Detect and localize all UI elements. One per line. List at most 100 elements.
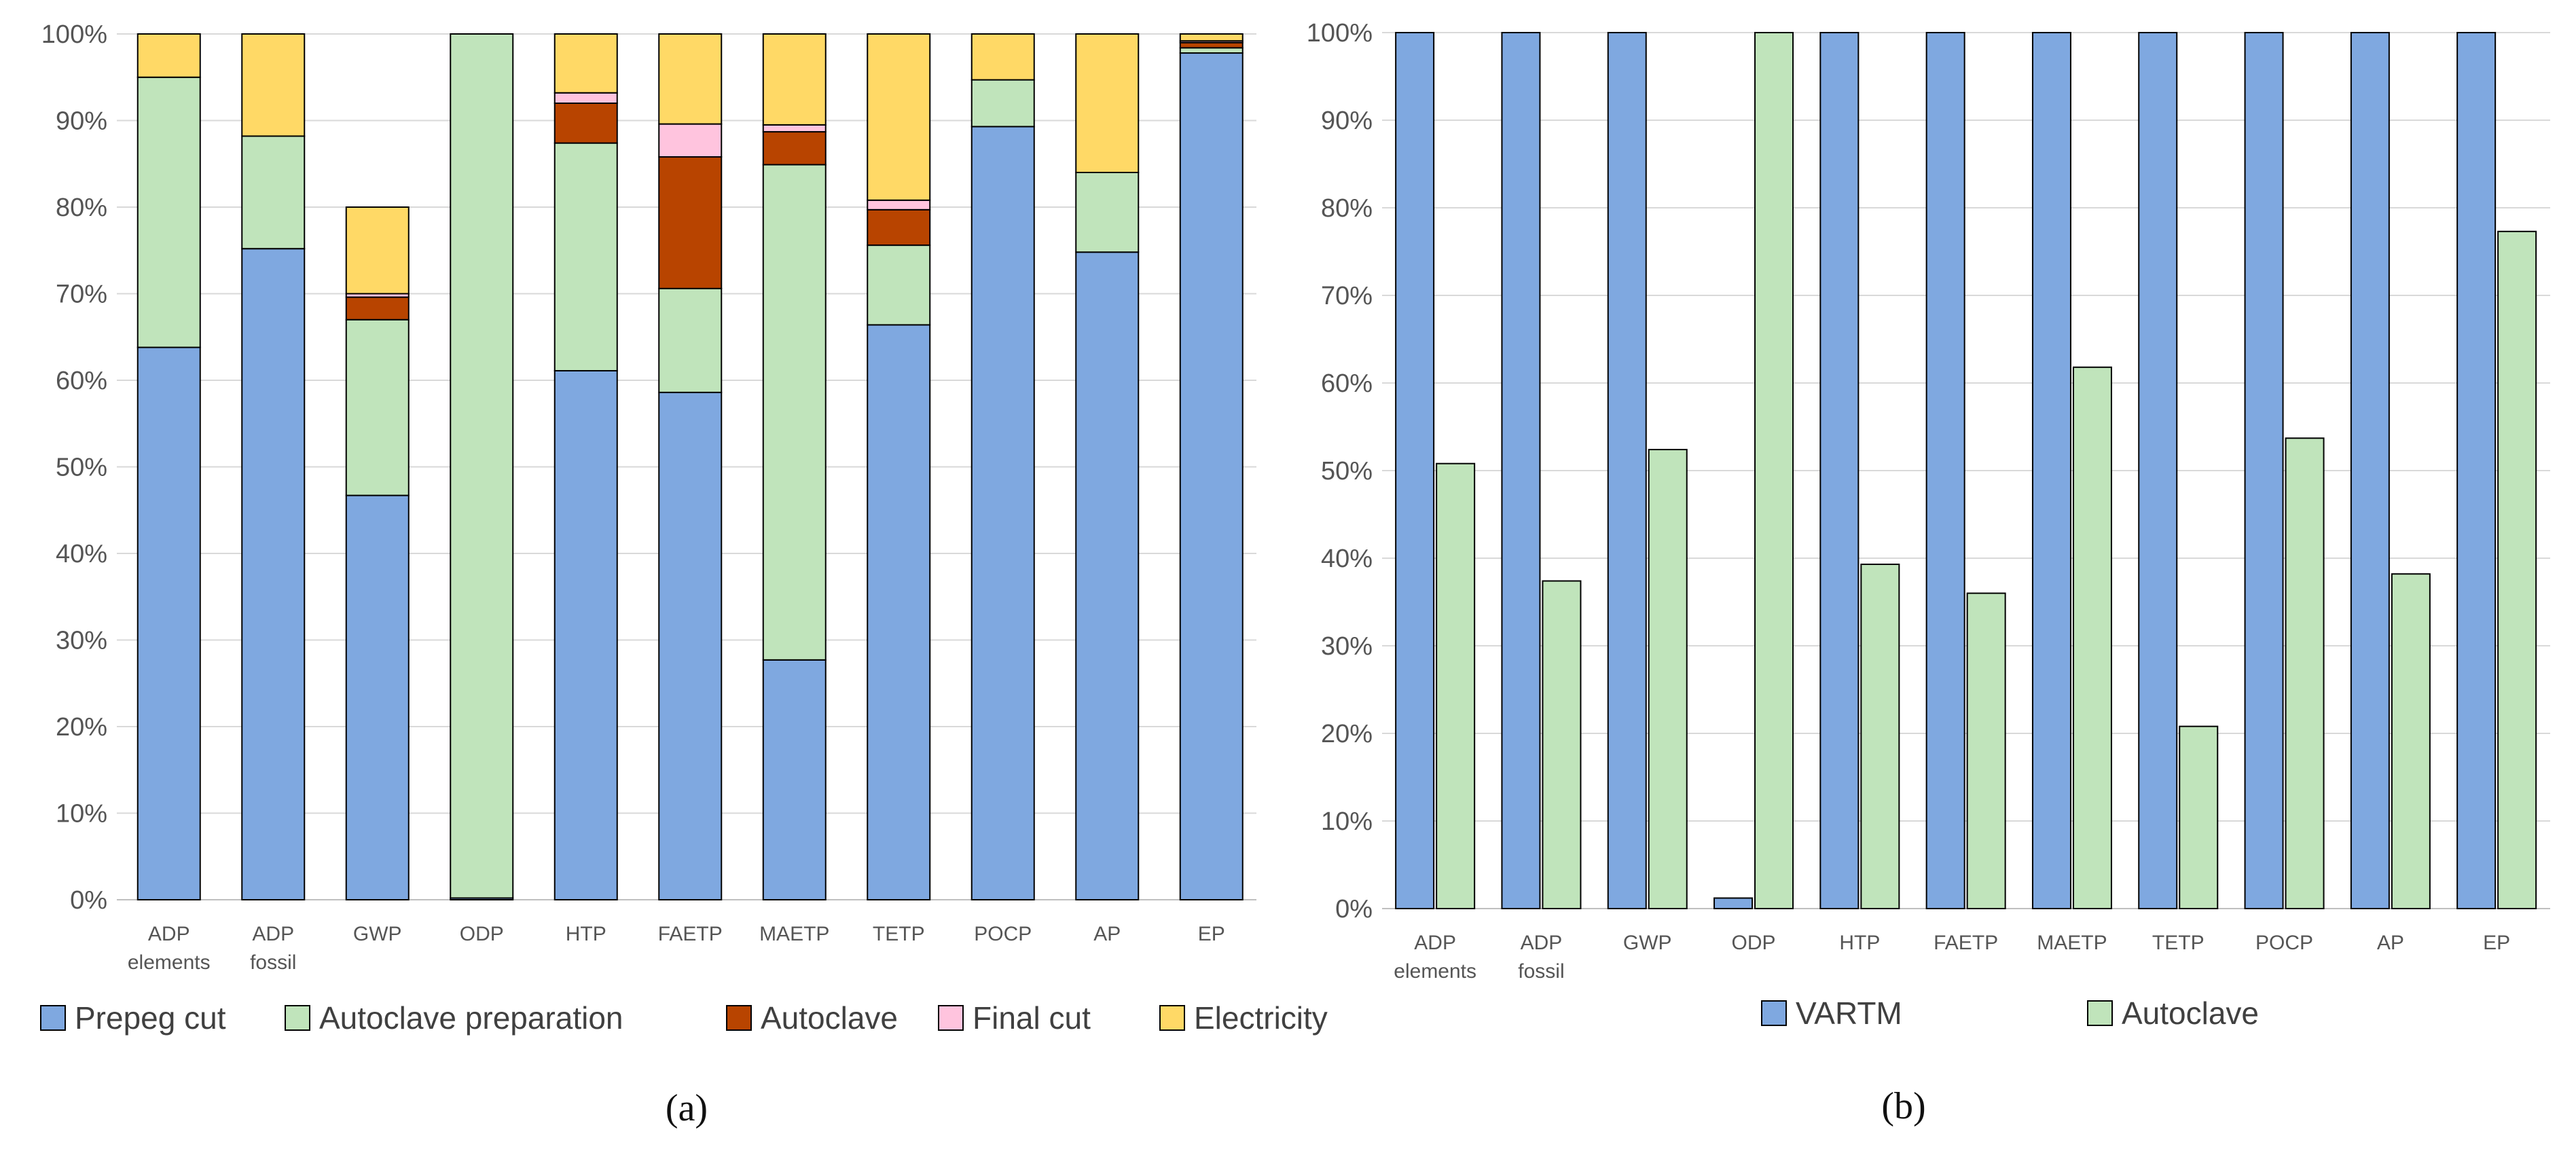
bar (1436, 462, 1476, 909)
legend-label: VARTM (1796, 995, 1902, 1031)
legend-label: Autoclave (2122, 995, 2259, 1031)
bar-segment (241, 248, 306, 900)
x-tick-label: GWP (353, 923, 402, 945)
bar-segment (1075, 251, 1140, 900)
x-tick-label: EP (2483, 932, 2510, 954)
bar-segment (345, 296, 410, 321)
x-tick-label: elements (128, 951, 211, 974)
bar (2244, 32, 2284, 909)
y-tick-label: 20% (56, 713, 107, 742)
bar-segment (554, 92, 618, 104)
x-tick-label: FAETP (658, 923, 723, 945)
bar-segment (970, 33, 1035, 81)
y-tick-label: 100% (1307, 19, 1373, 48)
x-tick-label: elements (1394, 960, 1476, 983)
x-tick-label: MAETP (759, 923, 829, 945)
legend-label: Electricity (1194, 1000, 1328, 1036)
bar (2072, 366, 2112, 909)
bar-segment (1179, 52, 1244, 900)
y-tick-label: 70% (1321, 282, 1373, 310)
bar-segment (1075, 172, 1140, 253)
bar-segment (241, 33, 306, 137)
bar-segment (658, 287, 723, 393)
x-tick-label: ADP (252, 923, 294, 945)
bar-segment (867, 324, 931, 900)
x-tick-label: POCP (974, 923, 1032, 945)
x-tick-label: ADP (1414, 932, 1456, 954)
x-tick-label: GWP (1623, 932, 1672, 954)
legend-swatch (1159, 1005, 1185, 1031)
y-tick-label: 80% (56, 194, 107, 222)
bar-segment (867, 208, 931, 246)
bar-segment (1179, 41, 1244, 49)
bar (2285, 437, 2325, 909)
legend-swatch (285, 1005, 310, 1031)
y-tick-label: 60% (56, 367, 107, 395)
bar (1860, 564, 1900, 910)
bar-segment (762, 659, 827, 900)
bar (2350, 32, 2390, 909)
bar (1648, 449, 1688, 909)
y-tick-label: 40% (56, 540, 107, 568)
bar-segment (867, 244, 931, 326)
bar-segment (970, 126, 1035, 900)
x-tick-label: HTP (1839, 932, 1880, 954)
legend-label: Prepeg cut (75, 1000, 226, 1036)
bar-segment (970, 79, 1035, 128)
panel-label: (a) (666, 1087, 708, 1129)
panel-label: (b) (1881, 1085, 1925, 1127)
y-tick-label: 50% (56, 454, 107, 482)
bar-segment (762, 33, 827, 126)
bar-segment (867, 33, 931, 201)
bar (1395, 32, 1435, 909)
x-tick-label: POCP (2255, 932, 2313, 954)
bar-segment (1179, 47, 1244, 54)
bar-segment (137, 33, 201, 78)
bar-segment (658, 156, 723, 289)
bar-segment (1075, 33, 1140, 173)
x-tick-label: AP (2377, 932, 2404, 954)
x-tick-label: ADP (148, 923, 190, 945)
bar-segment (450, 33, 514, 899)
y-tick-label: 30% (56, 627, 107, 655)
bar (2391, 573, 2431, 909)
bar (2179, 725, 2219, 910)
x-tick-label: ODP (460, 923, 504, 945)
y-tick-label: 60% (1321, 369, 1373, 398)
bar-segment (345, 318, 410, 496)
bar-segment (867, 199, 931, 211)
x-tick-label: fossil (1518, 960, 1564, 983)
legend-swatch (1761, 1000, 1787, 1026)
x-tick-label: MAETP (2037, 932, 2107, 954)
y-tick-label: 10% (56, 800, 107, 828)
y-tick-label: 50% (1321, 457, 1373, 486)
bar-segment (241, 135, 306, 250)
x-tick-label: EP (1198, 923, 1225, 945)
chart-a: 0% 10% 20% 30% 40% 50% 60% 70% 80% 90% 100% ADP elem… (40, 20, 1328, 1129)
bar (2456, 32, 2497, 909)
y-tick-label: 0% (1335, 895, 1373, 924)
chart-b: 0% 10% 20% 30% 40% 50% 60% 70% 80% 90% 100% ADP elem… (1307, 19, 2550, 1127)
bar-segment (137, 76, 201, 348)
bar-segment (762, 131, 827, 166)
bar (1966, 592, 2006, 909)
bar-segment (762, 164, 827, 661)
bar (1542, 580, 1582, 909)
bar-segment (762, 124, 827, 133)
bar-segment (345, 206, 410, 295)
x-tick-label: fossil (250, 951, 296, 974)
bar-segment (554, 142, 618, 371)
bar (2031, 32, 2071, 909)
y-tick-label: 10% (1321, 807, 1373, 836)
bar-segment (658, 33, 723, 125)
bar (1925, 32, 1965, 909)
bar (1501, 32, 1541, 909)
bar-segment (658, 391, 723, 900)
y-tick-label: 40% (1321, 545, 1373, 573)
bar (2138, 32, 2178, 909)
bar (1607, 32, 1647, 909)
bar (1819, 32, 1860, 909)
bar-segment (554, 369, 618, 900)
legend-label: Autoclave preparation (319, 1000, 623, 1036)
